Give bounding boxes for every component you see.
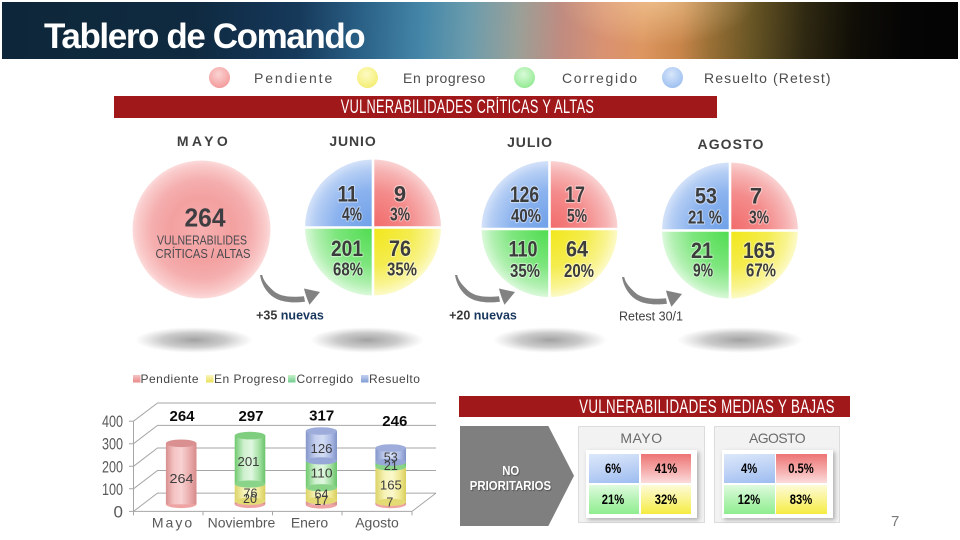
svg-text:53: 53 (384, 450, 398, 464)
svg-text:126: 126 (311, 442, 333, 456)
svg-text:9: 9 (394, 182, 406, 207)
svg-text:300: 300 (102, 435, 123, 454)
svg-text:35%: 35% (510, 261, 540, 281)
svg-text:40%: 40% (511, 206, 541, 226)
svg-text:Mayo: Mayo (152, 515, 194, 531)
svg-text:0: 0 (114, 502, 123, 521)
svg-text:76: 76 (389, 236, 411, 261)
svg-text:+35 nuevas: +35 nuevas (256, 309, 324, 323)
svg-text:3%: 3% (390, 205, 410, 225)
svg-text:165: 165 (743, 238, 775, 263)
svg-text:Agosto: Agosto (355, 515, 399, 531)
svg-text:Retest 30/1: Retest 30/1 (619, 310, 683, 324)
svg-text:Resuelto: Resuelto (369, 372, 420, 386)
svg-text:35%: 35% (387, 260, 417, 280)
svg-text:7: 7 (386, 495, 393, 509)
svg-text:17: 17 (314, 494, 328, 508)
svg-text:64: 64 (315, 488, 329, 502)
svg-text:200: 200 (102, 457, 123, 476)
svg-text:264: 264 (169, 408, 195, 425)
svg-text:67%: 67% (746, 261, 776, 281)
svg-text:4%: 4% (342, 205, 362, 225)
svg-text:297: 297 (238, 408, 263, 425)
svg-text:3%: 3% (749, 208, 769, 228)
svg-text:126: 126 (510, 182, 539, 207)
svg-text:5%: 5% (567, 206, 587, 226)
svg-text:Pendiente: Pendiente (141, 372, 200, 386)
svg-text:400: 400 (102, 412, 123, 431)
svg-text:Noviembre: Noviembre (208, 515, 276, 531)
svg-text:110: 110 (509, 237, 538, 262)
svg-text:165: 165 (380, 478, 402, 492)
svg-text:264: 264 (170, 472, 194, 486)
svg-text:En Progreso: En Progreso (214, 372, 286, 386)
svg-text:21: 21 (691, 238, 713, 263)
svg-text:76: 76 (244, 487, 258, 501)
svg-text:Enero: Enero (291, 515, 329, 531)
svg-text:17: 17 (565, 182, 585, 207)
svg-text:20: 20 (243, 492, 257, 506)
svg-text:VULNERABILIDES: VULNERABILIDES (157, 234, 247, 248)
svg-text:21 %: 21 % (688, 208, 722, 228)
svg-text:317: 317 (309, 408, 334, 425)
svg-text:53: 53 (695, 184, 717, 209)
svg-text:21: 21 (384, 459, 398, 473)
svg-text:7: 7 (750, 184, 762, 209)
svg-text:11: 11 (338, 182, 358, 207)
svg-text:100: 100 (102, 480, 123, 499)
svg-text:9%: 9% (693, 261, 713, 281)
svg-text:264: 264 (185, 203, 227, 233)
svg-text:20%: 20% (564, 261, 594, 281)
svg-text:68%: 68% (333, 260, 363, 280)
svg-text:110: 110 (311, 466, 333, 480)
svg-text:201: 201 (331, 236, 363, 261)
svg-text:201: 201 (238, 455, 260, 469)
svg-text:CRÍTICAS / ALTAS: CRÍTICAS / ALTAS (156, 246, 251, 261)
svg-text:246: 246 (382, 413, 407, 430)
svg-text:Corregido: Corregido (297, 372, 354, 386)
svg-text:+20 nuevas: +20 nuevas (449, 309, 517, 323)
svg-text:64: 64 (566, 237, 589, 262)
